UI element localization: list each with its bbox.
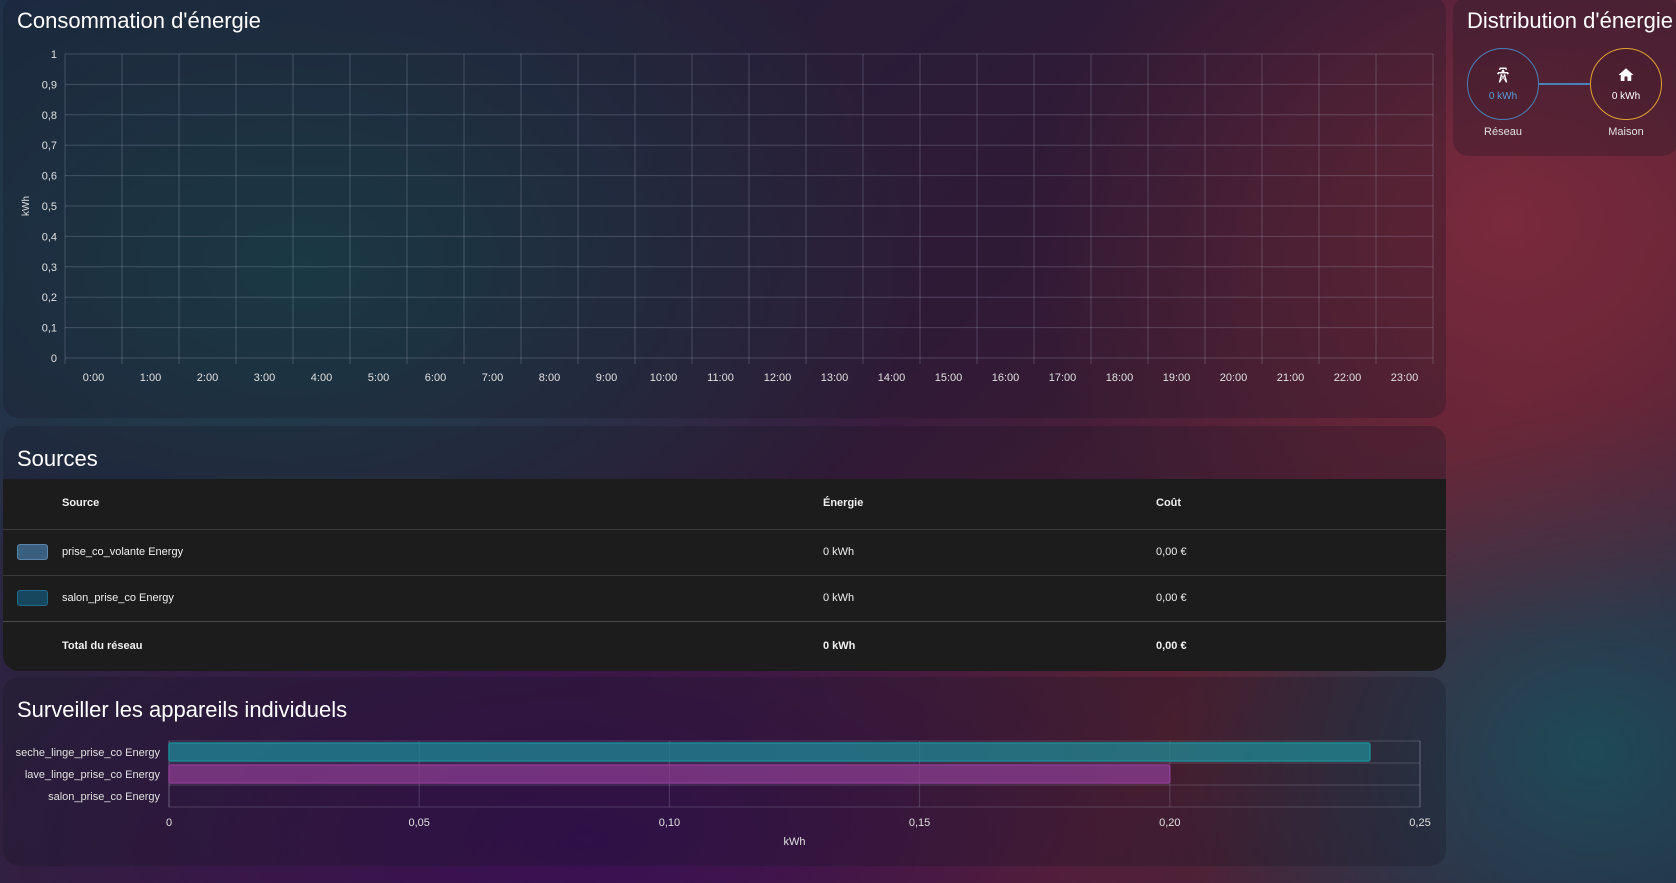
x-tick-label: 0 (166, 817, 172, 829)
x-tick-label: 13:00 (821, 372, 849, 384)
x-tick-label: 0,25 (1409, 817, 1430, 829)
y-tick-label: 0,8 (42, 110, 57, 122)
grid-to-home-flow-line (1539, 83, 1590, 85)
category-label: salon_prise_co Energy (48, 791, 160, 803)
source-color-swatch (17, 544, 48, 560)
y-tick-label: 0,6 (42, 171, 57, 183)
devices-title: Surveiller les appareils individuels (17, 697, 348, 722)
y-tick-label: 0,1 (42, 323, 57, 335)
x-tick-label: 10:00 (650, 372, 678, 384)
total-label: Total du réseau (62, 640, 143, 652)
x-tick-label: 2:00 (197, 372, 218, 384)
home-node[interactable]: 0 kWh (1590, 48, 1662, 120)
x-tick-label: 11:00 (707, 372, 734, 384)
device-bar (168, 764, 1171, 784)
source-energy: 0 kWh (823, 592, 855, 604)
device-bar (168, 742, 1371, 762)
home-value: 0 kWh (1611, 91, 1641, 102)
x-tick-label: 15:00 (935, 372, 963, 384)
y-tick-label: 0 (51, 353, 57, 365)
consumption-title: Consommation d'énergie (17, 8, 261, 33)
category-label: lave_linge_prise_co Energy (25, 769, 161, 781)
x-tick-label: 0:00 (83, 372, 104, 384)
x-tick-label: 21:00 (1277, 372, 1305, 384)
y-tick-label: 0,5 (42, 201, 57, 213)
energy-distribution-card: Distribution d'énergie 0 kWh 0 kWh Résea… (1453, 0, 1676, 156)
header-source[interactable]: Source (62, 497, 100, 509)
y-tick-label: 0,9 (42, 79, 57, 91)
x-tick-label: 0,15 (909, 817, 930, 829)
x-tick-label: 22:00 (1334, 372, 1362, 384)
header-energy[interactable]: Énergie (823, 497, 864, 509)
x-tick-label: 9:00 (596, 372, 617, 384)
home-label: Maison (1608, 126, 1644, 138)
source-name: salon_prise_co Energy (62, 592, 174, 604)
source-name: prise_co_volante Energy (62, 546, 184, 558)
y-tick-label: 0,7 (42, 140, 57, 152)
category-label: seche_linge_prise_co Energy (16, 747, 161, 759)
x-tick-label: 6:00 (425, 372, 446, 384)
individual-devices-card: Surveiller les appareils individuels 0 0,… (3, 677, 1446, 866)
source-cost: 0,00 € (1156, 592, 1187, 604)
table-row[interactable]: salon_prise_co Energy 0 kWh 0,00 € (3, 576, 1446, 622)
energy-consumption-card: Consommation d'énergie 0 0,1 0,2 0,3 0,4 0,5 0… (3, 0, 1446, 418)
x-tick-label: 23:00 (1391, 372, 1419, 384)
sources-card: Sources Source Énergie Coût prise_co_vol… (3, 426, 1446, 671)
x-tick-label: 16:00 (992, 372, 1020, 384)
x-tick-label: 12:00 (764, 372, 792, 384)
sources-title: Sources (17, 446, 98, 471)
x-tick-label: 17:00 (1049, 372, 1077, 384)
table-total-row: Total du réseau 0 kWh 0,00 € (3, 622, 1446, 671)
source-color-swatch (17, 590, 48, 606)
x-tick-label: 1:00 (140, 372, 161, 384)
grid-node[interactable]: 0 kWh (1467, 48, 1539, 120)
x-tick-label: 18:00 (1106, 372, 1134, 384)
x-tick-label: 19:00 (1163, 372, 1191, 384)
devices-chart[interactable]: 0 0,05 0,10 0,15 0,20 0,25 seche_linge_prise_c… (3, 677, 1446, 866)
y-axis-label: kWh (21, 196, 32, 216)
transmission-tower-icon (1494, 66, 1512, 89)
x-tick-label: 4:00 (311, 372, 332, 384)
x-tick-label: 0,20 (1159, 817, 1180, 829)
home-icon (1617, 66, 1635, 89)
y-tick-label: 0,2 (42, 292, 57, 304)
sources-table: Source Énergie Coût prise_co_volante Ene… (3, 479, 1446, 671)
x-tick-label: 5:00 (368, 372, 389, 384)
grid-label: Réseau (1484, 126, 1522, 138)
x-tick-label: 7:00 (482, 372, 503, 384)
source-cost: 0,00 € (1156, 546, 1187, 558)
distribution-title: Distribution d'énergie (1467, 8, 1673, 33)
source-energy: 0 kWh (823, 546, 855, 558)
y-tick-label: 0,4 (42, 231, 57, 243)
x-tick-label: 3:00 (254, 372, 275, 384)
y-tick-label: 0,3 (42, 262, 57, 274)
table-header-row: Source Énergie Coût (3, 479, 1446, 530)
x-tick-label: 8:00 (539, 372, 560, 384)
grid-value: 0 kWh (1488, 91, 1518, 102)
total-energy: 0 kWh (823, 640, 856, 652)
x-tick-label: 0,10 (659, 817, 680, 829)
header-cost[interactable]: Coût (1156, 497, 1182, 509)
x-axis-label: kWh (784, 836, 806, 848)
consumption-chart[interactable]: 00,10,20,30,40,50,60,70,80,910:00 1:00 2:0… (3, 0, 1446, 418)
x-tick-label: 20:00 (1220, 372, 1248, 384)
total-cost: 0,00 € (1156, 640, 1187, 652)
table-row[interactable]: prise_co_volante Energy 0 kWh 0,00 € (3, 530, 1446, 576)
x-tick-label: 14:00 (878, 372, 906, 384)
y-tick-label: 1 (51, 49, 57, 61)
x-tick-label: 0,05 (408, 817, 429, 829)
